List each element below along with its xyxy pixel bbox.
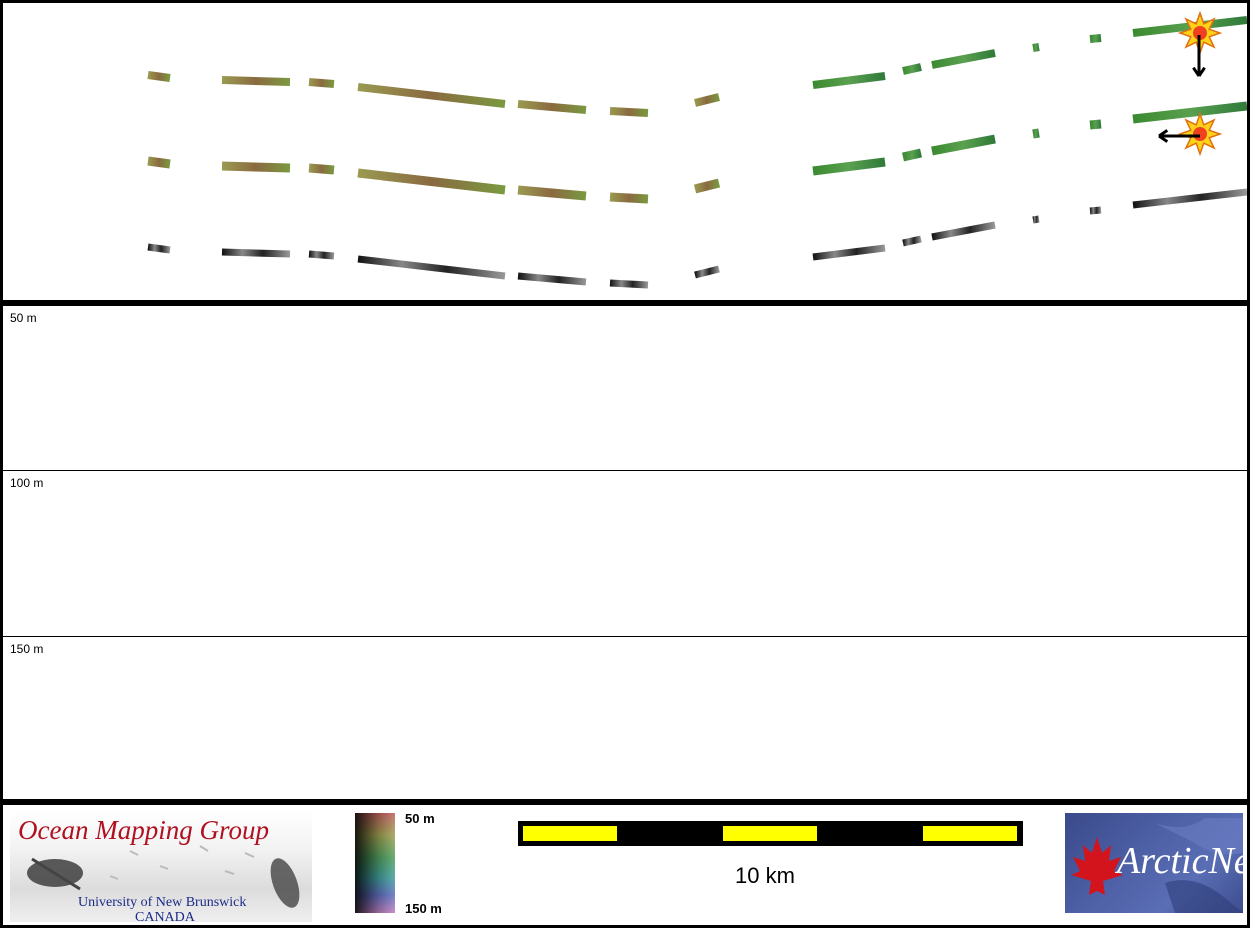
footer-legend: Ocean Mapping Group University of New Br…: [3, 805, 1247, 925]
swath-segment: [1089, 34, 1102, 43]
swath-segment: [357, 168, 506, 195]
scale-bar: [518, 821, 1023, 846]
arcticnet-title: ArcticNet: [1117, 840, 1243, 882]
scale-bar-label: 10 km: [735, 863, 795, 888]
swath-segment: [902, 148, 922, 162]
swath-segment: [1032, 215, 1040, 224]
swath-segment: [1089, 119, 1102, 130]
swath-segment: [1132, 101, 1247, 124]
depth-label: 50 m: [10, 311, 37, 325]
swath-map: [147, 10, 1247, 289]
arcticnet-logo: ArcticNet: [1065, 813, 1243, 913]
swath-segment: [931, 134, 996, 156]
swath-segment: [147, 243, 171, 254]
swath-segment: [357, 83, 506, 108]
swath-segment: [609, 279, 649, 289]
depth-label: 150 m: [10, 642, 44, 656]
depth-label: 100 m: [10, 476, 44, 490]
swath-segment: [812, 244, 886, 261]
swath-segment: [517, 272, 587, 286]
swath-segment: [693, 178, 721, 194]
seabed-image: [27, 845, 300, 908]
colorbar-top-label: 50 m: [405, 811, 435, 826]
scale-segment: [523, 826, 617, 841]
swath-segment: [812, 157, 886, 176]
omg-title: Ocean Mapping Group: [18, 815, 269, 845]
maple-leaf-icon: [1071, 837, 1123, 895]
swath-segment: [812, 72, 886, 89]
depth-row-50: 50 m: [3, 306, 1247, 470]
swath-segment: [931, 49, 996, 69]
survey-map-panel: [3, 3, 1247, 300]
swath-segment: [308, 163, 335, 175]
swath-segment: [1032, 128, 1040, 139]
swath-segment: [221, 76, 291, 86]
arrow-down-icon: [1192, 35, 1206, 77]
depth-profile-panel: 50 m 100 m 150 m: [3, 306, 1247, 799]
scale-segment: [723, 826, 817, 841]
swath-segment: [1132, 188, 1247, 209]
swath-segment: [221, 161, 291, 173]
depth-row-100: 100 m: [3, 470, 1247, 635]
sun-marker-1-icon: [1177, 10, 1223, 56]
swath-segment: [308, 250, 335, 260]
swath-segment: [517, 100, 587, 114]
arctic-map-background: [1071, 818, 1243, 913]
swath-segment: [902, 235, 922, 247]
sun-marker-2-icon: [1177, 111, 1223, 157]
swath-segment: [1089, 206, 1102, 215]
omg-subtitle-university: University of New Brunswick: [78, 895, 247, 910]
swath-segment: [147, 71, 171, 82]
scale-segment: [923, 826, 1017, 841]
swath-segment: [694, 93, 720, 107]
colorbar-bottom-label: 150 m: [405, 901, 442, 916]
sun-markers: [1158, 10, 1223, 157]
swath-segment: [517, 185, 587, 201]
swath-segment: [609, 192, 649, 204]
ocean-mapping-group-logo: Ocean Mapping Group University of New Br…: [10, 811, 312, 922]
arrow-left-icon: [1158, 129, 1200, 143]
swath-segment: [357, 255, 506, 280]
swath-segment: [694, 265, 720, 279]
depth-row-150: 150 m: [3, 636, 1247, 800]
swath-lines: [147, 16, 1247, 289]
depth-colorbar-shading: [355, 813, 395, 913]
swath-segment: [1032, 43, 1040, 52]
swath-segment: [308, 78, 335, 88]
omg-subtitle-country: CANADA: [135, 910, 195, 922]
swath-segment: [147, 156, 171, 169]
swath-segment: [221, 248, 291, 258]
swath-segment: [931, 221, 996, 241]
swath-segment: [902, 63, 922, 75]
swath-segment: [609, 107, 649, 117]
